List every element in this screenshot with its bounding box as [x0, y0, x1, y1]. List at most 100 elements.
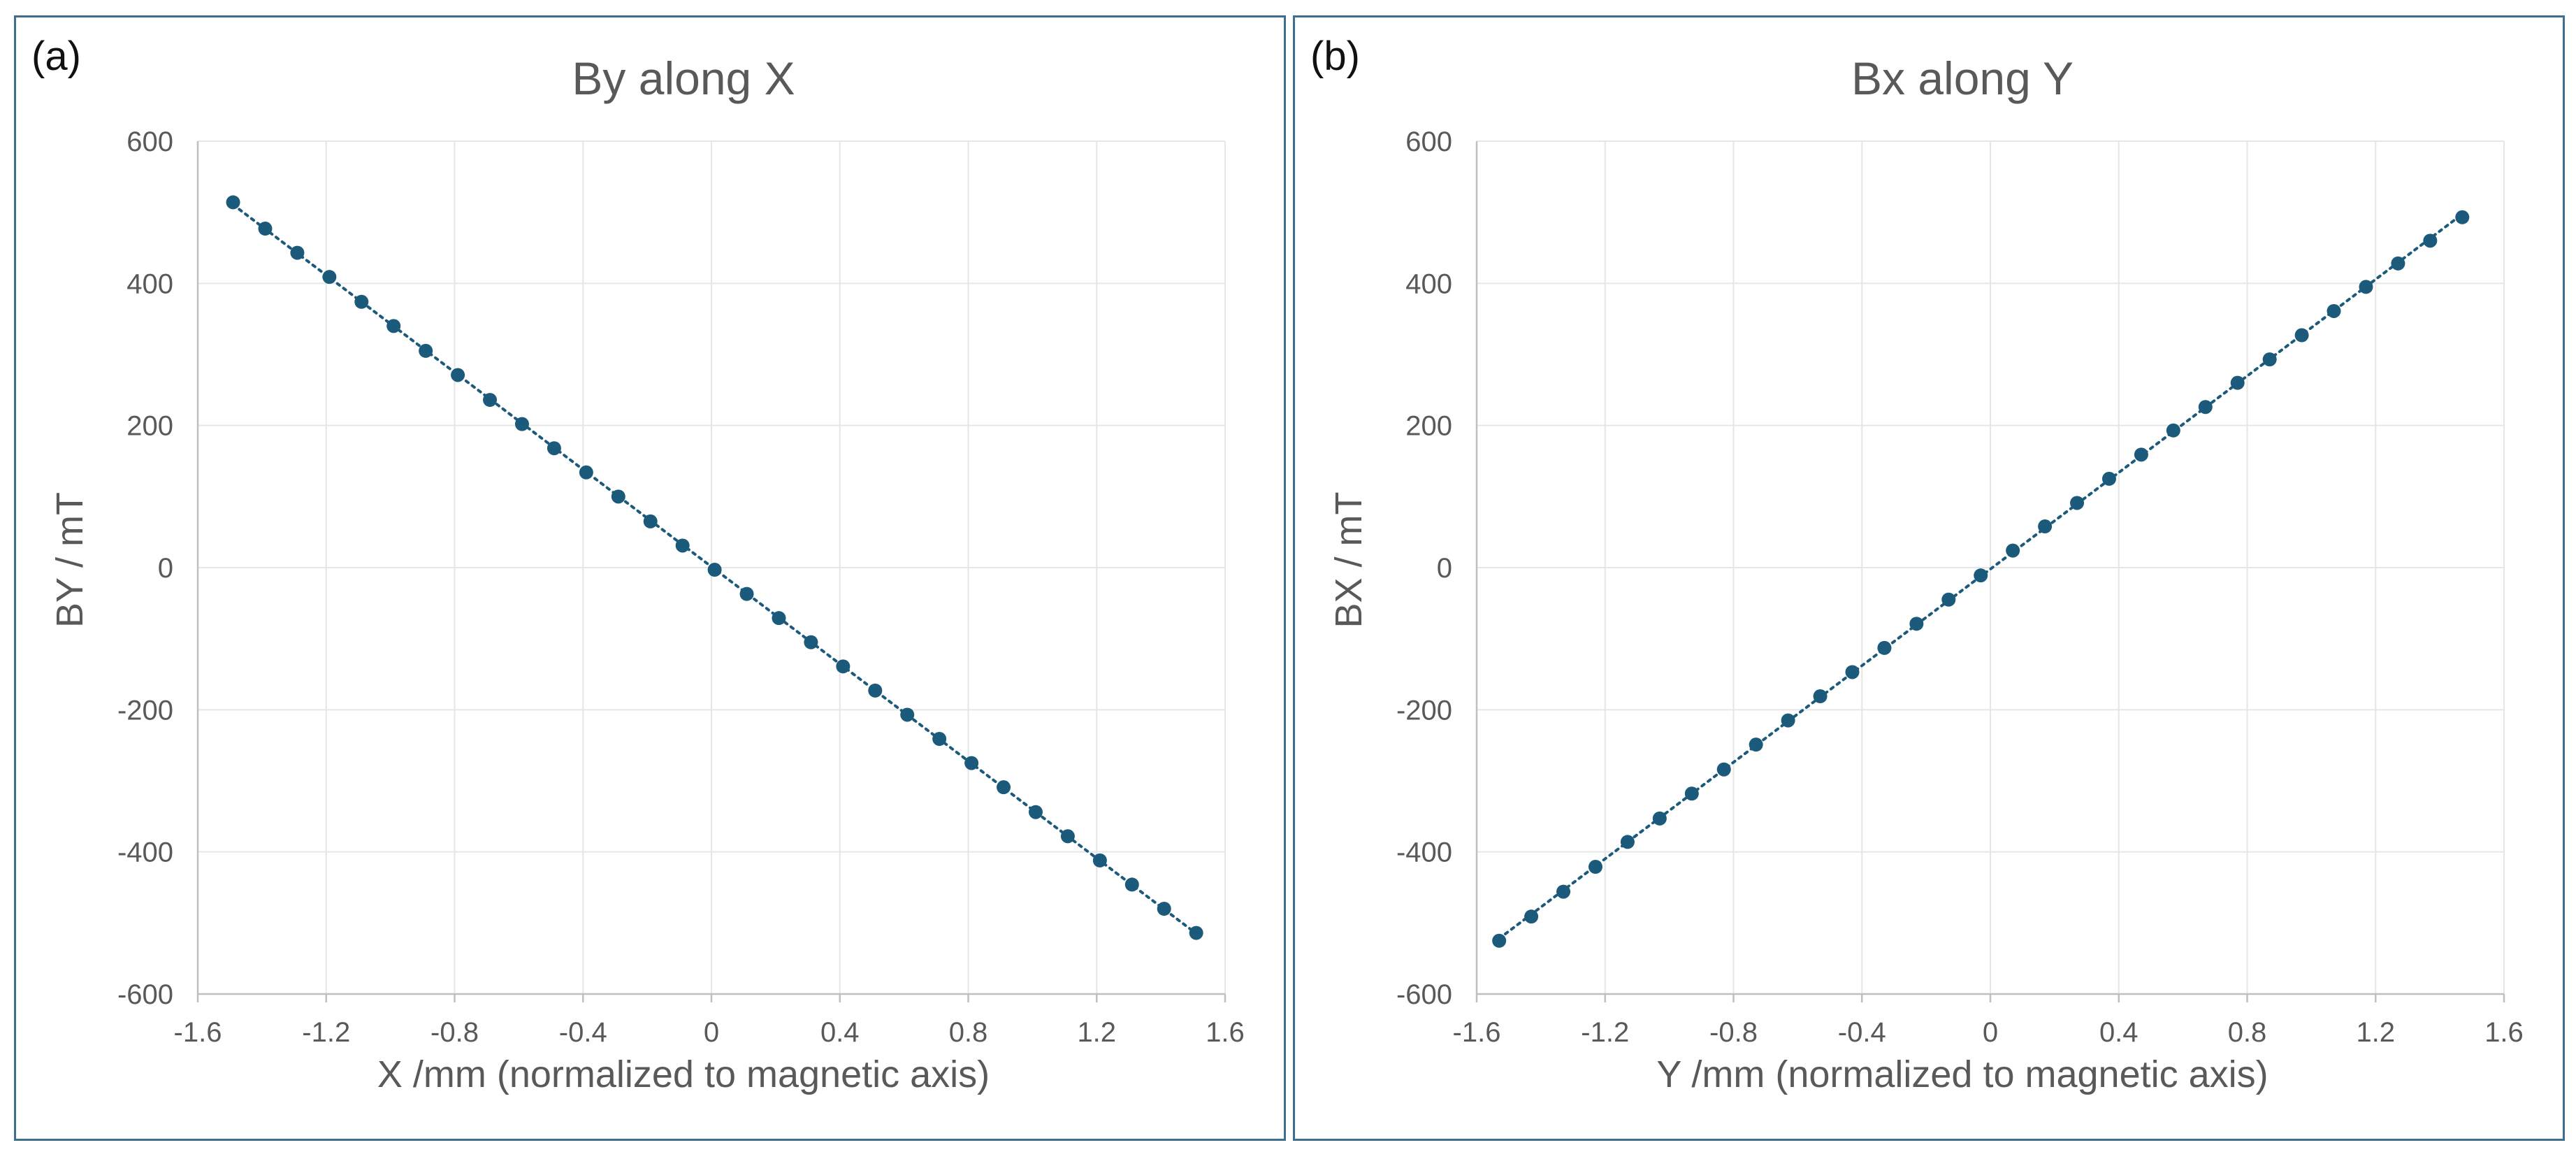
chart-b-xtick-label-8: 1.6: [2484, 1017, 2524, 1048]
chart-a-point-8: [483, 393, 498, 408]
chart-panel-b: (b) Bx along Y -1.6 -1.2 -0.8 -0.4 0 0.4 0.8 1.…: [1293, 15, 2565, 1141]
chart-a-ytick-label-2: -200: [117, 695, 173, 726]
chart-b-xtick-label-7: 1.2: [2356, 1017, 2395, 1048]
panel-tag-b: (b): [1310, 34, 1360, 79]
chart-a-ytick-label-4: 200: [126, 411, 173, 442]
chart-b-point-29: [2423, 233, 2438, 248]
chart-a-point-7: [451, 368, 465, 382]
chart-a-ytick-label-1: -400: [117, 837, 173, 868]
chart-b-ytick-label-2: -200: [1396, 695, 1452, 726]
chart-a-ylabel: BY / mT: [49, 492, 91, 628]
chart-b-title: Bx along Y: [1851, 52, 2074, 104]
chart-b-xtick-label-5: 0.4: [2099, 1017, 2139, 1048]
chart-a-xtick-label-6: 0.8: [949, 1017, 988, 1048]
chart-b-point-7: [1716, 762, 1731, 777]
chart-a-title: By along X: [572, 52, 795, 104]
chart-b-axes: [1475, 141, 2505, 1002]
chart-a-xtick-label-5: 0.4: [820, 1017, 860, 1048]
chart-b-points: [1492, 210, 2470, 948]
chart-a-ytick-label-0: -600: [117, 979, 173, 1010]
chart-a-point-16: [739, 586, 754, 601]
chart-b-point-3: [1588, 860, 1602, 874]
chart-b-point-23: [2230, 375, 2245, 390]
chart-b-point-0: [1492, 933, 1507, 948]
chart-a-xtick-label-8: 1.6: [1206, 1017, 1245, 1048]
chart-a-point-14: [675, 538, 690, 553]
chart-a-point-24: [997, 780, 1011, 795]
chart-b-xtick-label-1: -1.2: [1581, 1017, 1629, 1048]
chart-b-point-21: [2166, 423, 2180, 438]
chart-panel-a: (a) By along X -1.6 -1.2 -0.8 -0.4 0 0.4 0.8 1.…: [14, 15, 1286, 1141]
chart-a-xtick-label-3: -0.4: [559, 1017, 607, 1048]
chart-a-point-9: [514, 417, 529, 431]
chart-a-point-21: [900, 707, 915, 722]
chart-b-ytick-label-6: 600: [1405, 127, 1452, 157]
chart-b-point-14: [1941, 592, 1956, 607]
chart-a-point-18: [804, 635, 818, 649]
chart-a-axes: [196, 141, 1227, 1002]
chart-b-tick-labels: -1.6 -1.2 -0.8 -0.4 0 0.4 0.8 1.2 1.6 -600 -400 -20…: [1396, 127, 2524, 1048]
chart-b-point-16: [2006, 543, 2020, 558]
chart-b-svg: Bx along Y -1.6 -1.2 -0.8 -0.4 0 0.4 0.8 1.2 1.6…: [1328, 52, 2524, 1095]
chart-a-point-28: [1124, 877, 1139, 892]
chart-a-ytick-label-5: 400: [126, 268, 173, 299]
chart-a-points: [226, 195, 1203, 940]
chart-b-point-13: [1909, 617, 1924, 631]
chart-b-point-6: [1684, 786, 1699, 801]
chart-a-xtick-label-7: 1.2: [1077, 1017, 1116, 1048]
chart-b-point-17: [2038, 519, 2053, 534]
chart-b-point-11: [1845, 665, 1860, 679]
chart-a-xtick-label-0: -1.6: [174, 1017, 222, 1048]
chart-a-point-23: [964, 756, 979, 770]
chart-a-point-13: [643, 514, 658, 528]
chart-b-point-4: [1620, 835, 1635, 849]
chart-a-point-15: [707, 563, 722, 577]
chart-b-xlabel: Y /mm (normalized to magnetic axis): [1656, 1053, 2268, 1095]
chart-b-point-1: [1524, 909, 1539, 924]
chart-b-point-26: [2327, 303, 2341, 318]
chart-a-ytick-label-3: 0: [158, 553, 173, 584]
chart-b-xtick-label-0: -1.6: [1453, 1017, 1501, 1048]
chart-a-point-2: [290, 245, 305, 260]
chart-a-point-27: [1092, 853, 1107, 868]
chart-b-ytick-label-0: -600: [1396, 979, 1452, 1010]
chart-b-point-12: [1877, 640, 1892, 655]
chart-b-point-30: [2455, 210, 2470, 224]
chart-b-point-20: [2134, 447, 2148, 462]
chart-b-point-28: [2391, 256, 2405, 271]
chart-a-point-1: [258, 222, 273, 236]
chart-b-point-9: [1781, 713, 1795, 728]
chart-b-point-25: [2294, 328, 2309, 343]
chart-a-point-3: [322, 270, 337, 285]
chart-b-ytick-label-5: 400: [1405, 268, 1452, 299]
chart-b-ytick-label-1: -400: [1396, 837, 1452, 868]
chart-a-xtick-label-2: -0.8: [430, 1017, 479, 1048]
chart-b-point-2: [1556, 884, 1571, 899]
chart-a-point-29: [1157, 902, 1171, 916]
chart-a-xtick-label-4: 0: [704, 1017, 719, 1048]
chart-a-point-12: [611, 489, 625, 504]
chart-a-xlabel: X /mm (normalized to magnetic axis): [377, 1053, 990, 1095]
chart-b-ytick-label-3: 0: [1437, 553, 1452, 584]
chart-b-grid: [1477, 141, 2505, 994]
chart-b-xtick-label-6: 0.8: [2228, 1017, 2267, 1048]
chart-a-point-26: [1060, 829, 1075, 844]
chart-b-ylabel: BX / mT: [1328, 491, 1370, 628]
chart-a-point-22: [932, 732, 947, 747]
chart-b-point-22: [2198, 400, 2213, 415]
chart-b-point-24: [2262, 352, 2277, 367]
chart-a-tick-labels: -1.6 -1.2 -0.8 -0.4 0 0.4 0.8 1.2 1.6 -600 -400 -20…: [117, 127, 1245, 1048]
chart-b-ytick-label-4: 200: [1405, 411, 1452, 442]
chart-b-xtick-label-2: -0.8: [1709, 1017, 1758, 1048]
chart-b-point-15: [1974, 568, 1988, 583]
chart-a-point-30: [1189, 926, 1203, 940]
chart-b-xtick-label-3: -0.4: [1838, 1017, 1886, 1048]
chart-b-point-10: [1813, 689, 1828, 704]
chart-b-point-8: [1749, 737, 1763, 752]
chart-b-point-5: [1652, 811, 1667, 826]
chart-b-point-27: [2359, 280, 2373, 294]
chart-a-point-20: [868, 683, 883, 698]
chart-b-point-18: [2070, 496, 2085, 510]
chart-a-point-6: [419, 343, 433, 358]
chart-a-xtick-label-1: -1.2: [302, 1017, 350, 1048]
